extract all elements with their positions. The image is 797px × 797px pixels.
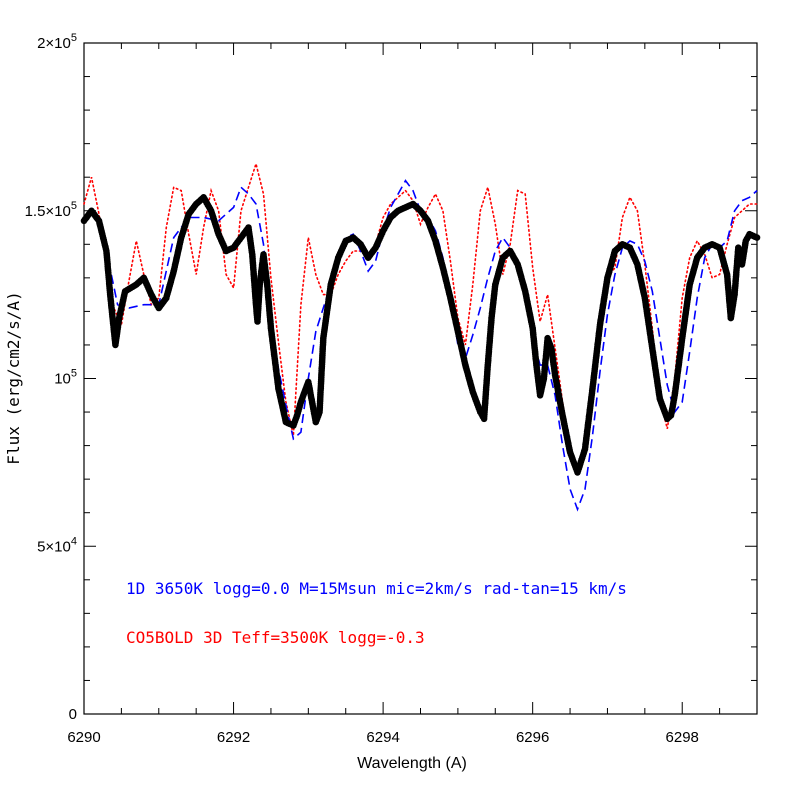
- x-tick-label: 6292: [217, 729, 250, 746]
- x-tick-label: 6296: [516, 729, 549, 746]
- x-tick-label: 6290: [67, 729, 100, 746]
- y-tick-label: 2×105: [37, 32, 77, 52]
- legend-annotation-3d-model: CO5BOLD 3D Teff=3500K logg=-0.3: [126, 628, 425, 647]
- x-axis-label: Wavelength (A): [357, 755, 467, 772]
- x-tick-label: 6298: [666, 729, 699, 746]
- y-axis-label: Flux (erg/cm2/s/A): [4, 291, 23, 464]
- y-tick-label: 0: [69, 706, 77, 723]
- legend-annotation-1d-model: 1D 3650K logg=0.0 M=15Msun mic=2km/s rad…: [126, 579, 627, 598]
- series-layer: [80, 160, 761, 512]
- y-tick-label: 105: [54, 368, 77, 388]
- x-tick-label: 6294: [366, 729, 399, 746]
- tick-labels: 6290 6292 6294 6296 6298 0 5×104 105 1.5×105 2×10…: [25, 32, 699, 746]
- y-tick-label: 5×104: [37, 535, 77, 555]
- series-line-observed: [83, 196, 758, 475]
- observed-point: [753, 234, 761, 241]
- observed-points: [80, 194, 761, 476]
- axis-ticks: [83, 42, 758, 715]
- y-tick-label: 1.5×105: [25, 200, 77, 220]
